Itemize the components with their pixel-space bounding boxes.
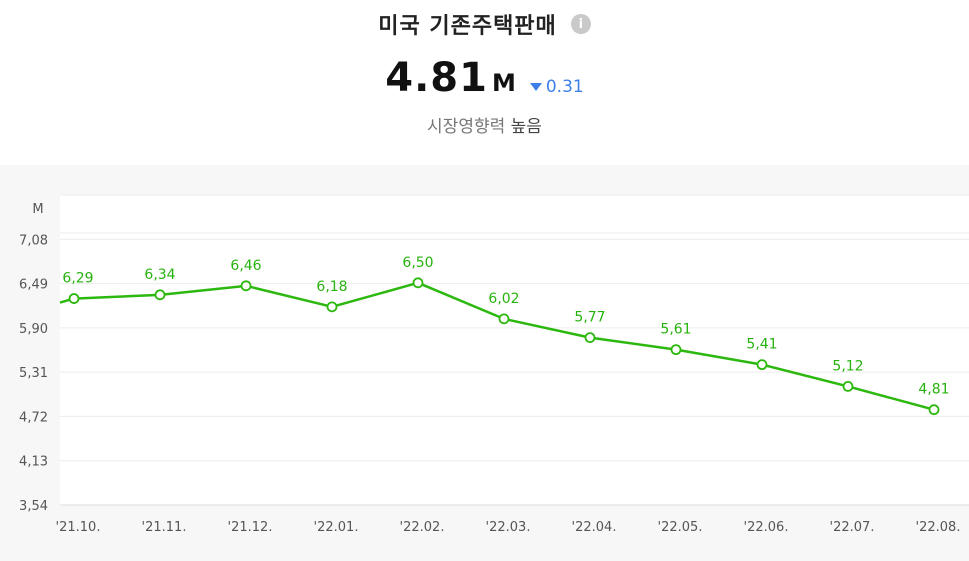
data-label: 6,18 — [316, 279, 347, 295]
data-label: 6,46 — [230, 258, 261, 274]
current-value: 4.81 — [385, 55, 488, 101]
x-tick-label: '21.12. — [228, 520, 273, 535]
data-label: 5,41 — [746, 337, 777, 353]
change-indicator: 0.31 — [529, 77, 584, 97]
y-tick-label: 6,49 — [19, 278, 48, 293]
y-tick-label: 5,31 — [19, 366, 48, 381]
y-tick-label: 4,72 — [19, 410, 48, 425]
x-tick-label: '22.07. — [830, 520, 875, 535]
change-value: 0.31 — [545, 77, 584, 97]
x-tick-label: '22.04. — [572, 520, 617, 535]
data-label: 5,12 — [832, 358, 863, 374]
x-tick-label: '22.08. — [916, 520, 961, 535]
data-label: 4,81 — [918, 382, 949, 398]
chart-area: M 3,54 4,13 4,72 5,31 5,90 6,49 7,08 '21.10. '21.… — [0, 165, 969, 561]
title-row: 미국 기존주택판매 i — [0, 8, 969, 40]
x-tick-label: '22.05. — [658, 520, 703, 535]
y-unit-label: M — [32, 202, 43, 217]
data-point — [842, 381, 854, 392]
data-point — [154, 289, 166, 301]
data-label: 5,77 — [574, 310, 605, 326]
data-point — [498, 313, 510, 325]
y-tick-label: 4,13 — [19, 455, 48, 470]
x-tick-label: '21.10. — [56, 520, 101, 535]
info-icon[interactable]: i — [570, 14, 591, 34]
data-point — [240, 280, 252, 292]
data-point — [326, 301, 338, 313]
data-point — [412, 277, 424, 289]
indicator-header: 미국 기존주택판매 i 4.81 M 0.31 시장영향력 높음 — [0, 0, 969, 165]
plot-background — [60, 195, 969, 505]
indicator-title: 미국 기존주택판매 — [378, 14, 557, 39]
line-chart: M 3,54 4,13 4,72 5,31 5,90 6,49 7,08 '21.10. '21.… — [19, 194, 969, 535]
market-impact-level: 높음 — [510, 117, 542, 137]
y-tick-label: 3,54 — [19, 499, 48, 514]
data-point — [670, 344, 682, 356]
data-point — [68, 293, 80, 304]
x-tick-label: '22.01. — [314, 520, 359, 535]
data-label: 6,50 — [402, 255, 433, 271]
value-row: 4.81 M 0.31 — [0, 55, 969, 101]
data-point — [928, 404, 940, 416]
data-label: 6,34 — [144, 267, 175, 283]
data-label: 5,61 — [660, 322, 691, 338]
down-arrow-icon — [529, 83, 542, 91]
x-tick-label: '22.06. — [744, 520, 789, 535]
x-tick-label: '21.11. — [142, 520, 187, 535]
market-impact: 시장영향력 높음 — [0, 112, 969, 137]
market-impact-label: 시장영향력 — [427, 117, 506, 137]
series-line — [59, 281, 935, 411]
y-tick-label: 5,90 — [19, 322, 48, 337]
y-tick-label: 7,08 — [19, 233, 48, 248]
x-tick-label: '22.02. — [400, 520, 445, 535]
data-label: 6,02 — [488, 291, 519, 307]
data-label: 6,29 — [62, 271, 93, 287]
value-unit: M — [491, 69, 516, 97]
data-point — [756, 359, 768, 371]
data-point — [584, 332, 596, 344]
x-tick-label: '22.03. — [486, 520, 531, 535]
